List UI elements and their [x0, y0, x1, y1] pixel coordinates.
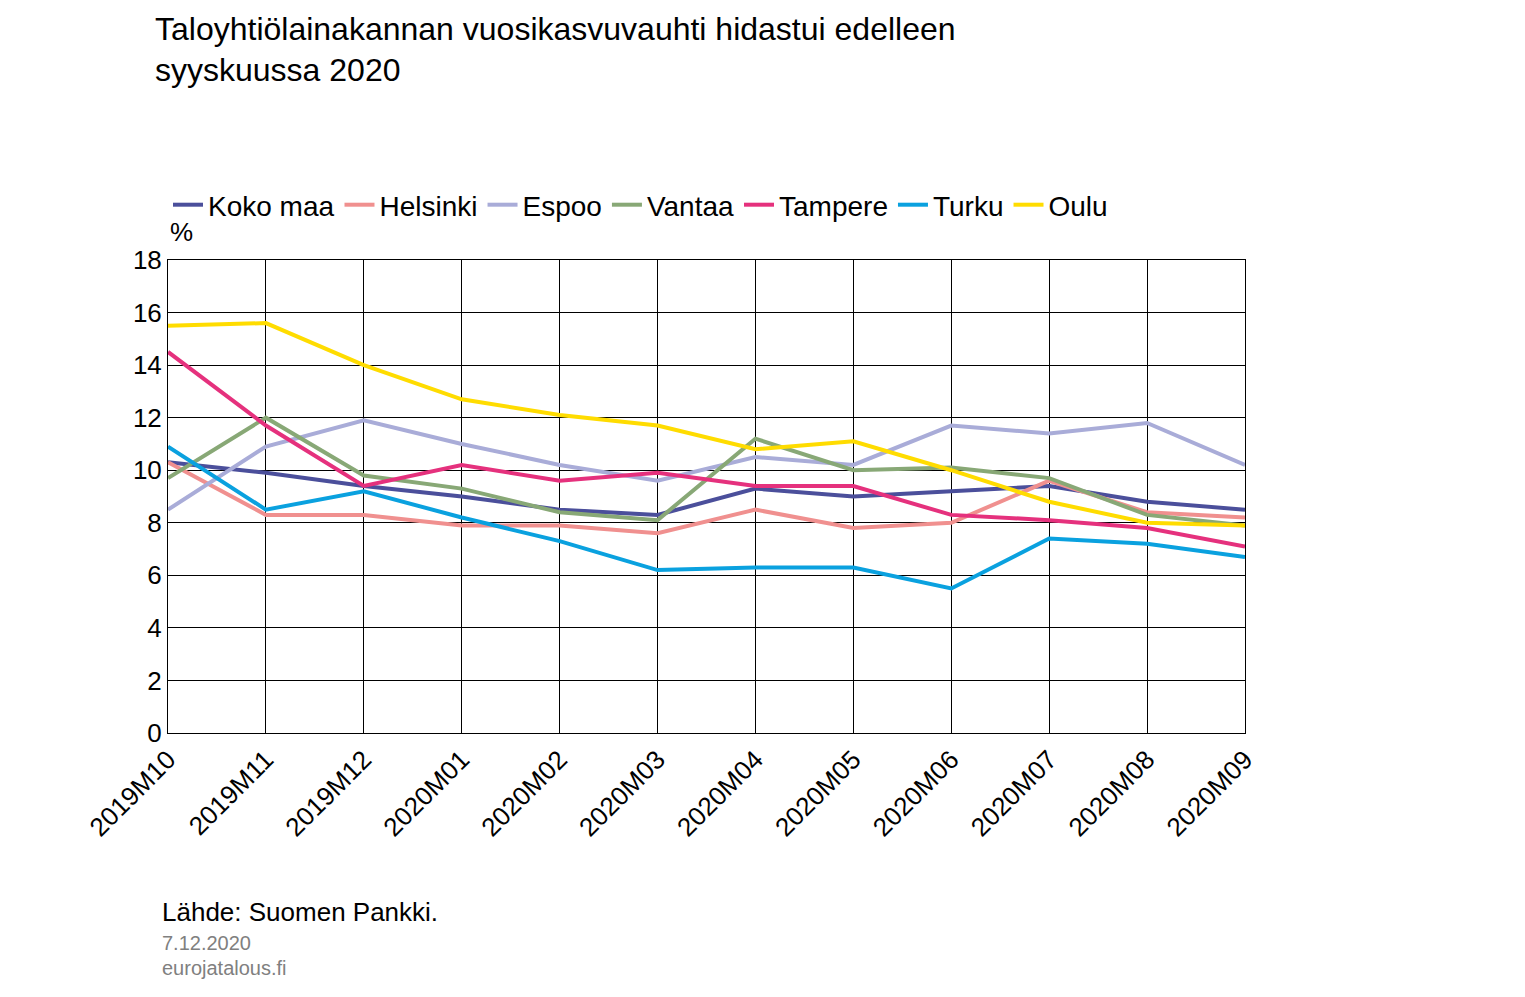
svg-text:6: 6 [147, 560, 161, 590]
svg-text:Espoo: Espoo [523, 191, 602, 222]
svg-text:2020M09: 2020M09 [1161, 744, 1259, 842]
svg-text:2020M08: 2020M08 [1063, 744, 1161, 842]
svg-text:2020M04: 2020M04 [671, 744, 769, 842]
svg-text:2020M06: 2020M06 [867, 744, 965, 842]
svg-text:10: 10 [133, 455, 162, 485]
svg-text:Helsinki: Helsinki [379, 191, 477, 222]
svg-text:Tampere: Tampere [779, 191, 888, 222]
svg-text:2020M01: 2020M01 [377, 744, 475, 842]
svg-text:eurojatalous.fi: eurojatalous.fi [162, 957, 287, 979]
svg-text:Lähde: Suomen Pankki.: Lähde: Suomen Pankki. [162, 897, 438, 927]
svg-text:2019M10: 2019M10 [84, 744, 182, 842]
svg-text:2019M11: 2019M11 [183, 744, 280, 841]
svg-text:4: 4 [147, 613, 161, 643]
svg-text:Vantaa: Vantaa [647, 191, 734, 222]
svg-text:8: 8 [147, 508, 161, 538]
svg-text:2020M07: 2020M07 [965, 744, 1063, 842]
svg-text:2: 2 [147, 666, 161, 696]
svg-text:%: % [170, 217, 193, 247]
svg-text:0: 0 [147, 718, 161, 748]
svg-text:14: 14 [133, 350, 162, 380]
svg-text:16: 16 [133, 298, 162, 328]
svg-text:18: 18 [133, 245, 162, 275]
svg-text:2020M03: 2020M03 [573, 744, 671, 842]
svg-text:Turku: Turku [933, 191, 1004, 222]
svg-text:Taloyhtiölainakannan vuosikasv: Taloyhtiölainakannan vuosikasvuvauhti hi… [155, 11, 956, 89]
svg-text:Oulu: Oulu [1049, 191, 1108, 222]
svg-text:2020M02: 2020M02 [475, 744, 573, 842]
svg-text:12: 12 [133, 403, 162, 433]
svg-text:7.12.2020: 7.12.2020 [162, 932, 251, 954]
svg-text:Koko maa: Koko maa [208, 191, 334, 222]
svg-text:2019M12: 2019M12 [279, 744, 377, 842]
svg-text:2020M05: 2020M05 [769, 744, 867, 842]
